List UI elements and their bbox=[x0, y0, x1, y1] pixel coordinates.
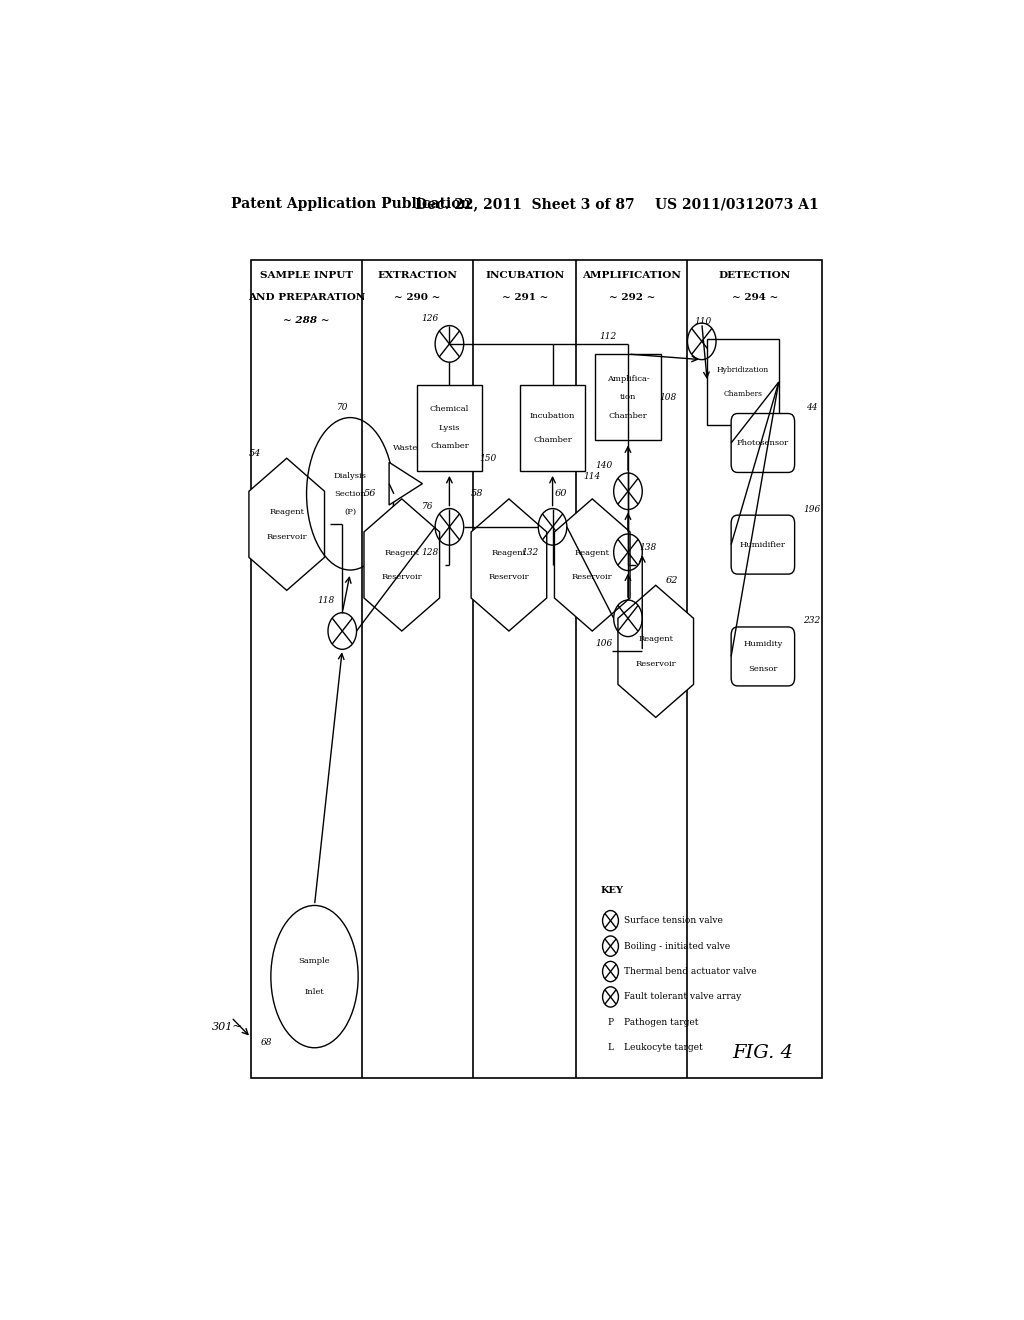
Text: Chemical: Chemical bbox=[430, 405, 469, 413]
Text: 70: 70 bbox=[337, 403, 348, 412]
Text: Lysis: Lysis bbox=[438, 424, 460, 432]
Text: Reagent: Reagent bbox=[269, 508, 304, 516]
Text: 110: 110 bbox=[694, 317, 712, 326]
Text: Chamber: Chamber bbox=[534, 436, 572, 444]
Text: 126: 126 bbox=[421, 314, 438, 323]
Text: 58: 58 bbox=[471, 490, 483, 499]
Text: 150: 150 bbox=[479, 454, 496, 463]
Polygon shape bbox=[617, 585, 693, 718]
Text: 68: 68 bbox=[261, 1038, 272, 1047]
FancyBboxPatch shape bbox=[731, 413, 795, 473]
Text: L: L bbox=[607, 1043, 613, 1052]
Text: Photosensor: Photosensor bbox=[737, 440, 788, 447]
Text: KEY: KEY bbox=[600, 886, 624, 895]
Bar bbox=[595, 354, 660, 441]
Text: 62: 62 bbox=[666, 576, 678, 585]
Text: Fault tolerant valve array: Fault tolerant valve array bbox=[624, 993, 741, 1002]
Text: 196: 196 bbox=[804, 504, 820, 513]
Text: Inlet: Inlet bbox=[304, 987, 325, 995]
Text: 106: 106 bbox=[596, 639, 612, 648]
Text: Chamber: Chamber bbox=[430, 442, 469, 450]
Text: (P): (P) bbox=[344, 508, 356, 516]
Text: tion: tion bbox=[620, 393, 636, 401]
Text: Dec. 22, 2011  Sheet 3 of 87: Dec. 22, 2011 Sheet 3 of 87 bbox=[415, 197, 635, 211]
Text: Incubation: Incubation bbox=[529, 412, 575, 420]
Text: 54: 54 bbox=[249, 449, 261, 458]
Polygon shape bbox=[471, 499, 547, 631]
Text: FIG. 4: FIG. 4 bbox=[732, 1044, 794, 1061]
Text: EXTRACTION: EXTRACTION bbox=[378, 271, 458, 280]
Text: DETECTION: DETECTION bbox=[719, 271, 792, 280]
Text: ~ 290 ~: ~ 290 ~ bbox=[394, 293, 441, 302]
Text: SAMPLE INPUT: SAMPLE INPUT bbox=[260, 271, 353, 280]
Bar bbox=[520, 384, 585, 471]
Text: ~ 294 ~: ~ 294 ~ bbox=[732, 293, 778, 302]
Text: ~ 288 ~: ~ 288 ~ bbox=[284, 315, 330, 325]
Bar bbox=[708, 339, 778, 425]
Text: Sensor: Sensor bbox=[749, 665, 777, 673]
Text: Reagent: Reagent bbox=[384, 549, 419, 557]
Text: Reagent: Reagent bbox=[638, 635, 673, 643]
Text: INCUBATION: INCUBATION bbox=[485, 271, 564, 280]
Text: Humidity: Humidity bbox=[743, 640, 782, 648]
Text: 76: 76 bbox=[422, 502, 434, 511]
Text: Reservoir: Reservoir bbox=[572, 573, 612, 581]
Text: Leukocyte target: Leukocyte target bbox=[624, 1043, 702, 1052]
Text: 132: 132 bbox=[522, 548, 539, 557]
Bar bbox=[251, 260, 822, 1078]
Polygon shape bbox=[554, 499, 630, 631]
Text: 301~: 301~ bbox=[212, 1023, 243, 1032]
Polygon shape bbox=[364, 499, 439, 631]
Text: Amplifica-: Amplifica- bbox=[606, 375, 649, 383]
Text: Patent Application Publication: Patent Application Publication bbox=[231, 197, 471, 211]
Text: Chambers: Chambers bbox=[724, 391, 763, 399]
Text: Reservoir: Reservoir bbox=[488, 573, 529, 581]
Text: US 2011/0312073 A1: US 2011/0312073 A1 bbox=[654, 197, 818, 211]
Text: Hybridization: Hybridization bbox=[717, 366, 769, 374]
Text: 108: 108 bbox=[659, 393, 676, 401]
Text: Reagent: Reagent bbox=[492, 549, 526, 557]
Text: Pathogen target: Pathogen target bbox=[624, 1018, 698, 1027]
FancyBboxPatch shape bbox=[731, 515, 795, 574]
Text: Waste: Waste bbox=[393, 444, 419, 451]
Text: Reservoir: Reservoir bbox=[636, 660, 676, 668]
Text: Boiling - initiated valve: Boiling - initiated valve bbox=[624, 941, 730, 950]
Text: 128: 128 bbox=[421, 548, 438, 557]
Text: 56: 56 bbox=[364, 490, 376, 499]
Text: ~ 292 ~: ~ 292 ~ bbox=[608, 293, 655, 302]
Text: 232: 232 bbox=[804, 616, 820, 626]
Text: 140: 140 bbox=[596, 462, 612, 470]
Text: Dialysis: Dialysis bbox=[334, 471, 367, 479]
Text: 114: 114 bbox=[584, 473, 601, 480]
Text: 60: 60 bbox=[554, 490, 566, 499]
Text: Sample: Sample bbox=[299, 957, 331, 965]
Text: 138: 138 bbox=[639, 543, 656, 552]
Text: 44: 44 bbox=[806, 403, 818, 412]
Bar bbox=[417, 384, 482, 471]
Text: Section: Section bbox=[334, 490, 367, 498]
Text: 118: 118 bbox=[317, 597, 335, 605]
FancyBboxPatch shape bbox=[731, 627, 795, 686]
Polygon shape bbox=[249, 458, 325, 590]
Text: Reagent: Reagent bbox=[574, 549, 609, 557]
Text: AND PREPARATION: AND PREPARATION bbox=[248, 293, 366, 302]
Text: Surface tension valve: Surface tension valve bbox=[624, 916, 723, 925]
Text: Chamber: Chamber bbox=[608, 412, 647, 420]
Polygon shape bbox=[389, 462, 423, 506]
Text: AMPLIFICATION: AMPLIFICATION bbox=[583, 271, 681, 280]
Text: Humidifier: Humidifier bbox=[740, 541, 785, 549]
Text: 112: 112 bbox=[599, 331, 616, 341]
Text: P: P bbox=[607, 1018, 613, 1027]
Text: Thermal bend actuator valve: Thermal bend actuator valve bbox=[624, 968, 757, 975]
Text: Reservoir: Reservoir bbox=[382, 573, 422, 581]
Text: Reservoir: Reservoir bbox=[266, 532, 307, 540]
Text: ~ 291 ~: ~ 291 ~ bbox=[502, 293, 548, 302]
